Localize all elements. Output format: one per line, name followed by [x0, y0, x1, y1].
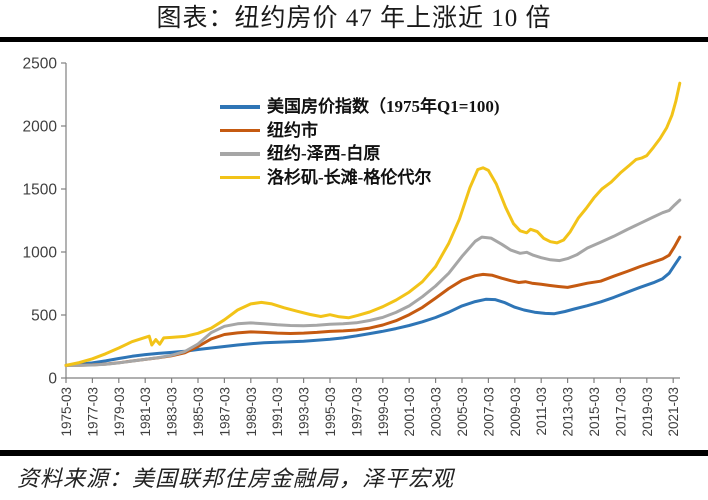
series-line-0 [64, 255, 682, 367]
legend-line-swatch [220, 105, 260, 109]
source-note: 资料来源：美国联邦住房金融局，泽平宏观 [17, 466, 455, 491]
x-tick-label: 2013-03 [561, 387, 576, 437]
series-line-1 [64, 235, 682, 367]
legend-item: 洛杉矶-长滩-格伦代尔 [220, 166, 500, 190]
x-tick-label: 1993-03 [297, 387, 312, 437]
line-chart: 0 500 1000 1500 2000 2500 1975-03 1977-03 1979-0… [23, 56, 682, 437]
y-tick-label: 2500 [23, 56, 58, 73]
legend-line-swatch [220, 128, 260, 132]
chart-area: 0 500 1000 1500 2000 2500 1975-03 1977-03 1979-0… [0, 42, 708, 450]
x-tick-label: 1995-03 [323, 387, 338, 437]
x-tick-label: 2009-03 [508, 387, 523, 437]
page-title: 图表：纽约房价 47 年上涨近 10 倍 [156, 5, 552, 32]
x-tick-label: 1979-03 [112, 387, 127, 437]
legend-item-label: 洛杉矶-长滩-格伦代尔 [267, 167, 432, 187]
legend-item-label: 纽约-泽西-白原 [267, 144, 381, 164]
legend-line-swatch [220, 175, 260, 179]
x-tick-label: 2007-03 [481, 387, 496, 437]
x-tick-label: 2019-03 [640, 387, 655, 437]
x-tick-label: 2017-03 [613, 387, 628, 437]
x-tick-label: 1983-03 [165, 387, 180, 437]
x-tick-label: 1987-03 [217, 387, 232, 437]
x-tick-label: 1999-03 [376, 387, 391, 437]
series-line-2 [64, 198, 682, 367]
x-tick-label: 2015-03 [587, 387, 602, 437]
y-tick-label: 500 [31, 308, 57, 325]
x-tick-label: 2001-03 [402, 387, 417, 437]
legend-line-swatch [220, 152, 260, 156]
x-tick-label: 1977-03 [85, 387, 100, 437]
legend-item: 纽约市 [220, 119, 500, 143]
y-tick-label: 1500 [23, 182, 58, 199]
bottom-divider [0, 450, 708, 456]
y-tick-label: 0 [48, 371, 57, 388]
x-tick-label: 2005-03 [455, 387, 470, 437]
x-tick-label: 2003-03 [429, 387, 444, 437]
legend-item-label: 美国房价指数（1975年Q1=100) [267, 97, 500, 117]
x-tick-label: 1997-03 [349, 387, 364, 437]
x-tick-label: 1975-03 [59, 387, 74, 437]
top-divider [0, 37, 708, 42]
x-tick-label: 2011-03 [534, 387, 549, 436]
series-line-3 [64, 81, 682, 367]
x-tick-label: 1985-03 [191, 387, 206, 437]
x-tick-label: 1989-03 [244, 387, 259, 437]
x-tick-label: 1981-03 [138, 387, 153, 437]
x-tick-label: 2021-03 [666, 387, 681, 437]
y-tick-label: 1000 [23, 245, 58, 262]
chart-legend: 美国房价指数（1975年Q1=100) 纽约市纽约-泽西-白原洛杉矶-长滩-格伦代… [220, 95, 500, 189]
legend-item: 纽约-泽西-白原 [220, 142, 500, 166]
y-tick-label: 2000 [23, 119, 58, 136]
legend-item: 美国房价指数（1975年Q1=100) [220, 95, 500, 119]
x-tick-label: 1991-03 [270, 387, 285, 437]
legend-item-label: 纽约市 [267, 120, 318, 140]
